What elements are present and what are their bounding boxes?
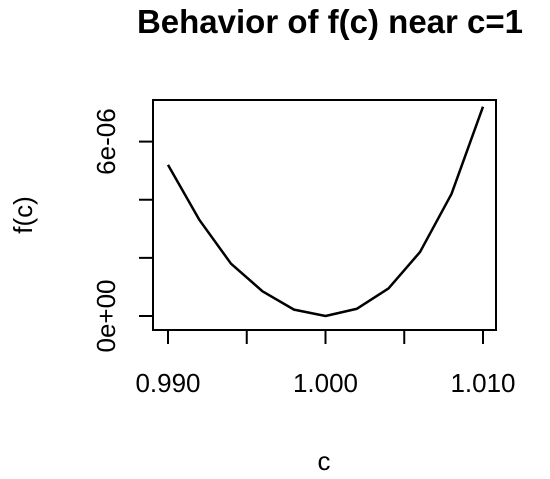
y-tick-label: 6e-06 bbox=[91, 108, 121, 175]
x-tick-label: 1.000 bbox=[293, 368, 358, 398]
y-axis: 0e+00 6e-06 bbox=[91, 108, 154, 353]
x-tick-label: 0.990 bbox=[135, 368, 200, 398]
x-tick-label: 1.010 bbox=[450, 368, 515, 398]
x-axis-label: c bbox=[318, 446, 331, 476]
series-line bbox=[166, 106, 485, 318]
x-axis: 0.990 1.000 1.010 bbox=[135, 329, 516, 398]
y-tick-label: 0e+00 bbox=[91, 279, 121, 352]
y-axis-label: f(c) bbox=[8, 196, 38, 234]
chart-title: Behavior of f(c) near c=1 bbox=[137, 3, 523, 40]
plot-area bbox=[152, 99, 497, 331]
